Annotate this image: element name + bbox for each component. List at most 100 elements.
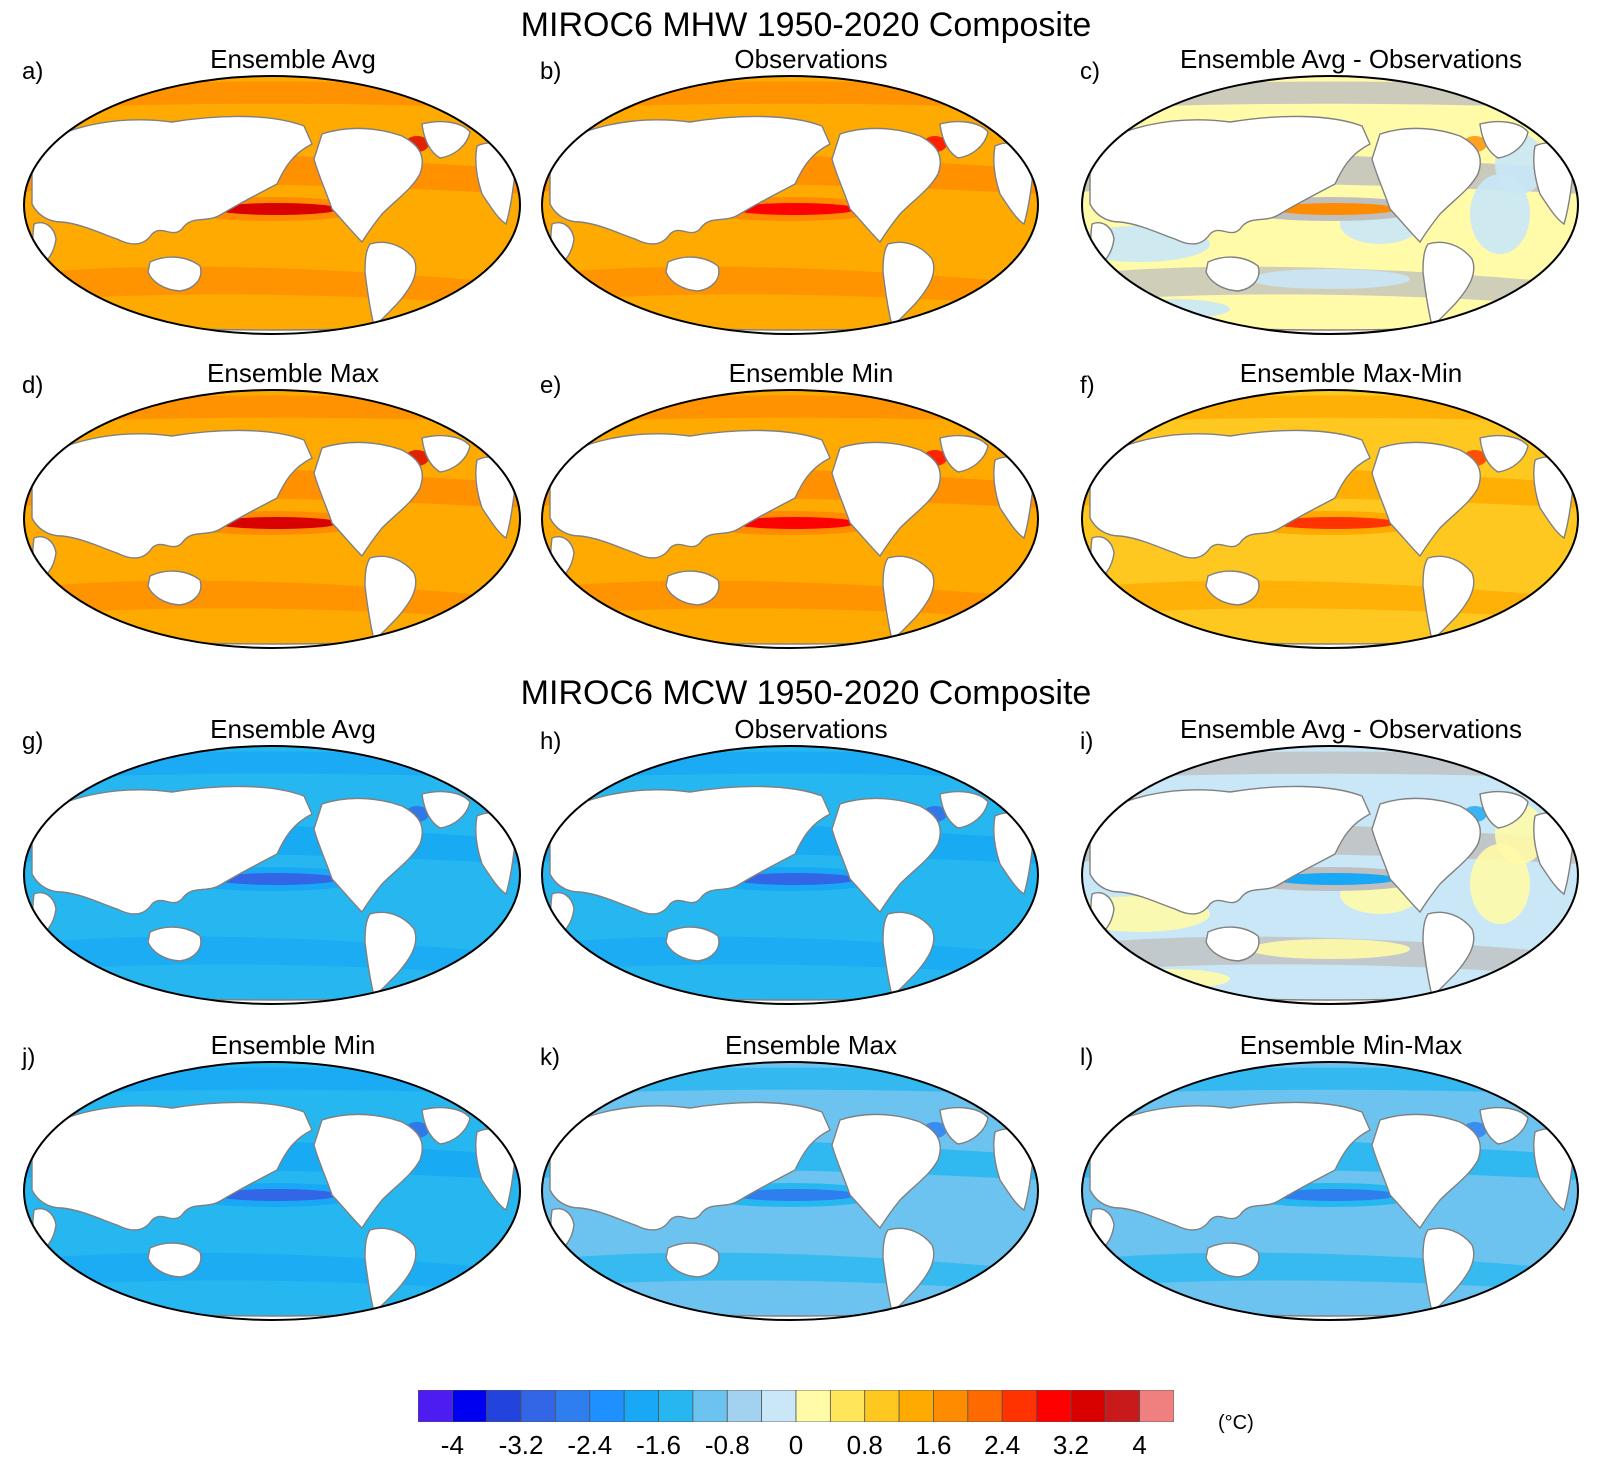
land-sAmerica — [364, 555, 417, 642]
panel-letter: b) — [540, 58, 562, 85]
land-australia — [665, 570, 720, 606]
land-greenland — [1479, 790, 1529, 829]
panel-title: Ensemble Avg - Observations — [1179, 44, 1523, 74]
panel-letter: j) — [22, 1044, 36, 1071]
land-sAmerica — [1422, 911, 1475, 998]
colorbar-segment — [1070, 1390, 1106, 1422]
land-sAmerica — [1422, 241, 1475, 328]
colorbar-segment — [451, 1390, 488, 1422]
land-asia — [31, 785, 313, 915]
land-sAmerica — [882, 241, 935, 328]
land-asia — [1089, 785, 1371, 915]
land-greenland — [939, 434, 989, 473]
colorbar-tick-label: 1.6 — [915, 1430, 952, 1460]
map-0 — [23, 75, 521, 335]
colorbar-segment — [1036, 1390, 1072, 1422]
land-sAmerica — [364, 911, 417, 998]
land-nAmerica — [1371, 797, 1481, 914]
map-4 — [541, 389, 1039, 649]
colorbar-segment — [795, 1390, 831, 1422]
land-asia — [31, 115, 313, 245]
map-6 — [23, 745, 521, 1005]
panel-title: Ensemble Avg — [210, 714, 376, 744]
land-asia — [1089, 1101, 1371, 1231]
panel-title: Ensemble Max — [725, 1030, 897, 1060]
land-australia — [147, 926, 202, 962]
mhw-section-title: MIROC6 MHW 1950-2020 Composite — [520, 6, 1092, 44]
colorbar-segment — [898, 1390, 934, 1422]
land-greenland — [939, 1106, 989, 1145]
map-1 — [541, 75, 1039, 335]
land-greenland — [1479, 434, 1529, 473]
land-nAmerica — [313, 441, 423, 558]
map-panel: Observations h) — [540, 714, 1054, 1014]
land-nAmerica — [831, 797, 941, 914]
map-panel: Ensemble Max d) — [22, 358, 536, 658]
land-australia — [1205, 256, 1260, 292]
colorbar-tick-label: 0 — [788, 1430, 804, 1460]
panel-title: Ensemble Min-Max — [1239, 1030, 1463, 1060]
colorbar — [418, 1390, 1174, 1422]
panel-title: Ensemble Avg — [210, 44, 376, 74]
colorbar-segment — [1104, 1390, 1141, 1422]
panel-letter: g) — [22, 728, 44, 755]
land-australia — [1205, 1242, 1260, 1278]
colorbar-segment — [520, 1390, 556, 1422]
land-asia — [549, 785, 831, 915]
colorbar-segment — [486, 1390, 522, 1422]
land-nAmerica — [1371, 441, 1481, 558]
panel-letter: f) — [1080, 372, 1095, 399]
panel-title: Ensemble Max — [207, 358, 379, 388]
land-sAmerica — [1422, 555, 1475, 642]
colorbar-tick-label: 2.4 — [984, 1430, 1021, 1460]
colorbar-segment — [623, 1390, 659, 1422]
colorbar-tick-label: -4 — [440, 1430, 464, 1460]
land-greenland — [421, 120, 471, 159]
land-australia — [147, 256, 202, 292]
colorbar-segment — [761, 1390, 797, 1422]
colorbar-segment — [967, 1390, 1003, 1422]
land-nAmerica — [1371, 127, 1481, 244]
panel-title: Observations — [734, 44, 888, 74]
panel-letter: i) — [1080, 728, 1094, 755]
colorbar-segment — [1001, 1390, 1037, 1422]
panel-title: Observations — [734, 714, 888, 744]
map-panel: Observations b) — [540, 44, 1054, 344]
land-sAmerica — [1422, 1227, 1475, 1314]
map-9 — [23, 1061, 521, 1321]
map-2 — [1081, 75, 1579, 335]
land-asia — [1089, 115, 1371, 245]
land-nAmerica — [313, 1113, 423, 1230]
land-greenland — [421, 790, 471, 829]
panel-title: Ensemble Min — [728, 358, 894, 388]
land-greenland — [1479, 1106, 1529, 1145]
land-sAmerica — [364, 241, 417, 328]
panel-letter: k) — [540, 1044, 560, 1071]
colorbar-segment — [555, 1390, 591, 1422]
colorbar-segment — [418, 1390, 453, 1422]
map-panel: Ensemble Avg - Observations c) — [1080, 44, 1594, 344]
map-8 — [1081, 745, 1579, 1005]
map-panel: Ensemble Avg g) — [22, 714, 536, 1014]
land-greenland — [421, 1106, 471, 1145]
map-panel: Ensemble Min j) — [22, 1030, 536, 1330]
land-australia — [1205, 570, 1260, 606]
land-nAmerica — [313, 127, 423, 244]
land-australia — [665, 926, 720, 962]
panel-title: Ensemble Min — [210, 1030, 376, 1060]
land-sAmerica — [364, 1227, 417, 1314]
land-asia — [549, 429, 831, 559]
panel-letter: h) — [540, 728, 562, 755]
mcw-section-title: MIROC6 MCW 1950-2020 Composite — [520, 674, 1092, 712]
land-greenland — [939, 790, 989, 829]
land-sAmerica — [882, 1227, 935, 1314]
panel-letter: c) — [1080, 58, 1100, 85]
land-australia — [665, 256, 720, 292]
colorbar-segment — [864, 1390, 900, 1422]
land-nAmerica — [831, 1113, 941, 1230]
land-nAmerica — [313, 797, 423, 914]
colorbar-tick-label: -1.6 — [636, 1430, 681, 1460]
colorbar-tick-label: 0.8 — [846, 1430, 883, 1460]
panel-title: Ensemble Avg - Observations — [1179, 714, 1523, 744]
land-nAmerica — [831, 127, 941, 244]
